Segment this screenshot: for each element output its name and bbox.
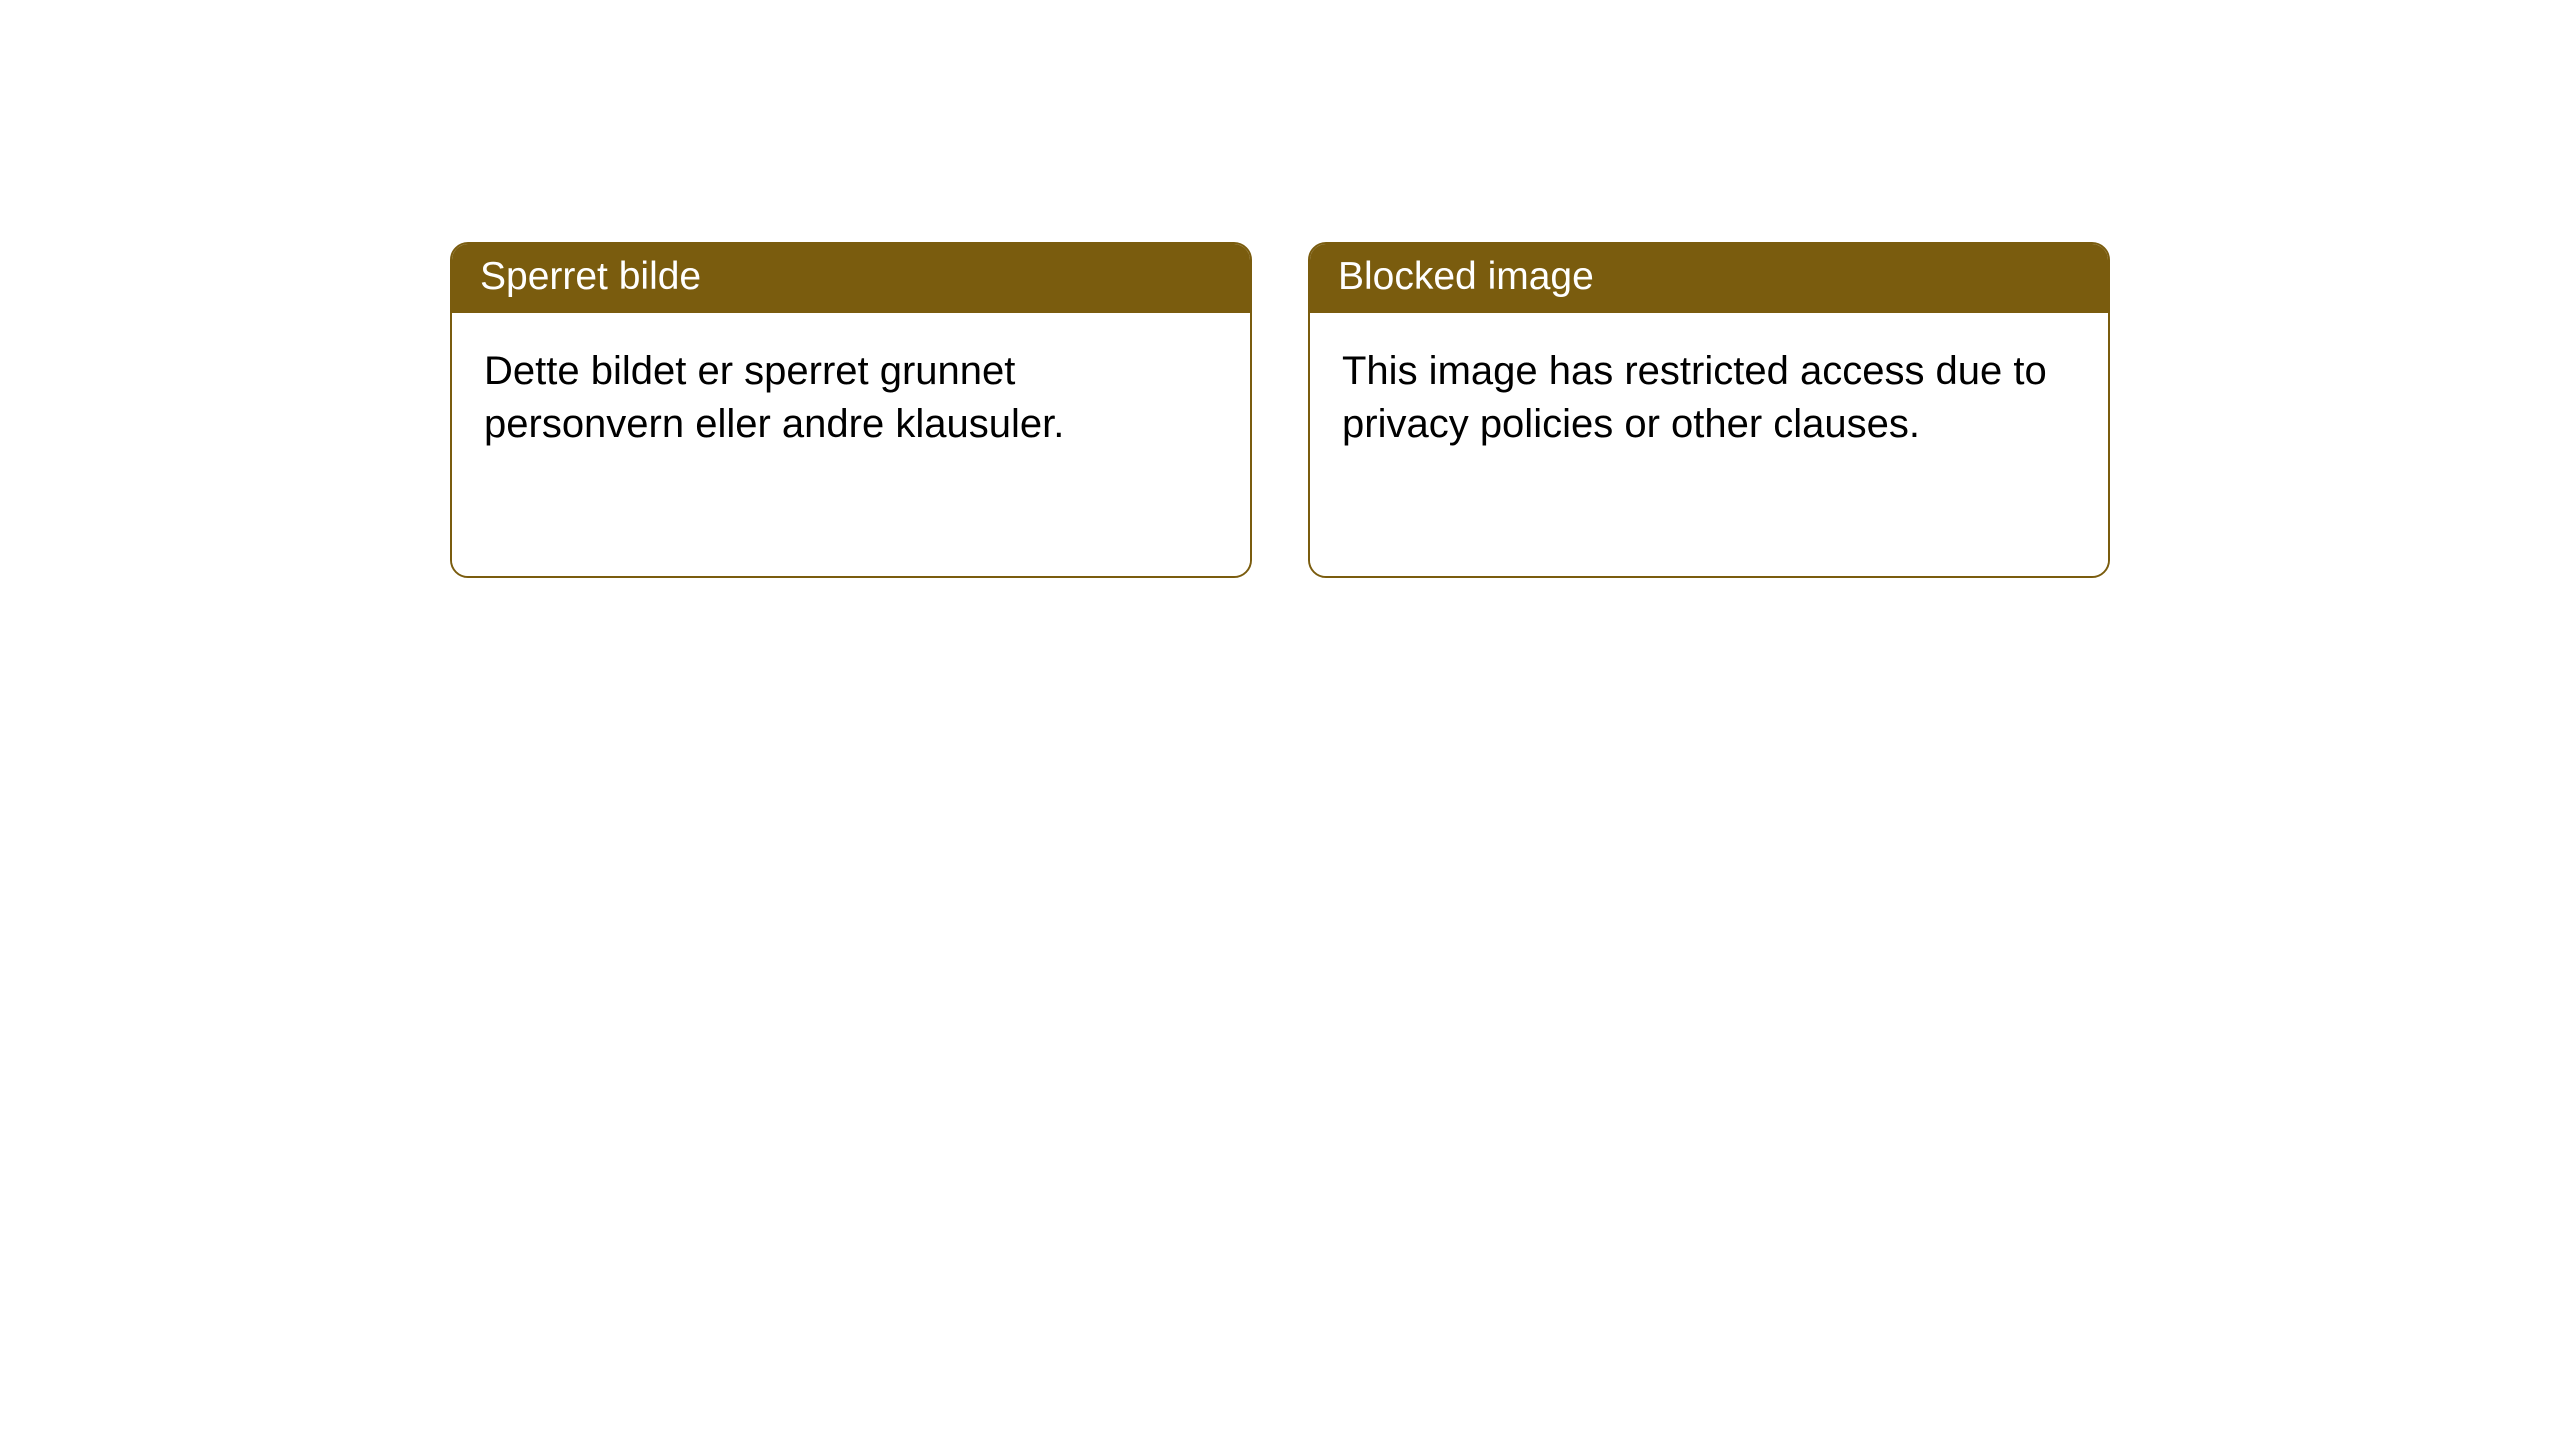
notice-card-body: This image has restricted access due to … bbox=[1310, 313, 2108, 576]
notice-card-header: Blocked image bbox=[1310, 244, 2108, 313]
notice-card-body-text: This image has restricted access due to … bbox=[1342, 349, 2047, 446]
notice-card-english: Blocked image This image has restricted … bbox=[1308, 242, 2110, 578]
notice-cards-container: Sperret bilde Dette bildet er sperret gr… bbox=[450, 242, 2110, 578]
notice-card-header-text: Blocked image bbox=[1338, 255, 1594, 298]
notice-card-header-text: Sperret bilde bbox=[480, 255, 701, 298]
notice-card-body: Dette bildet er sperret grunnet personve… bbox=[452, 313, 1250, 576]
notice-card-norwegian: Sperret bilde Dette bildet er sperret gr… bbox=[450, 242, 1252, 578]
notice-card-body-text: Dette bildet er sperret grunnet personve… bbox=[484, 349, 1064, 446]
notice-card-header: Sperret bilde bbox=[452, 244, 1250, 313]
